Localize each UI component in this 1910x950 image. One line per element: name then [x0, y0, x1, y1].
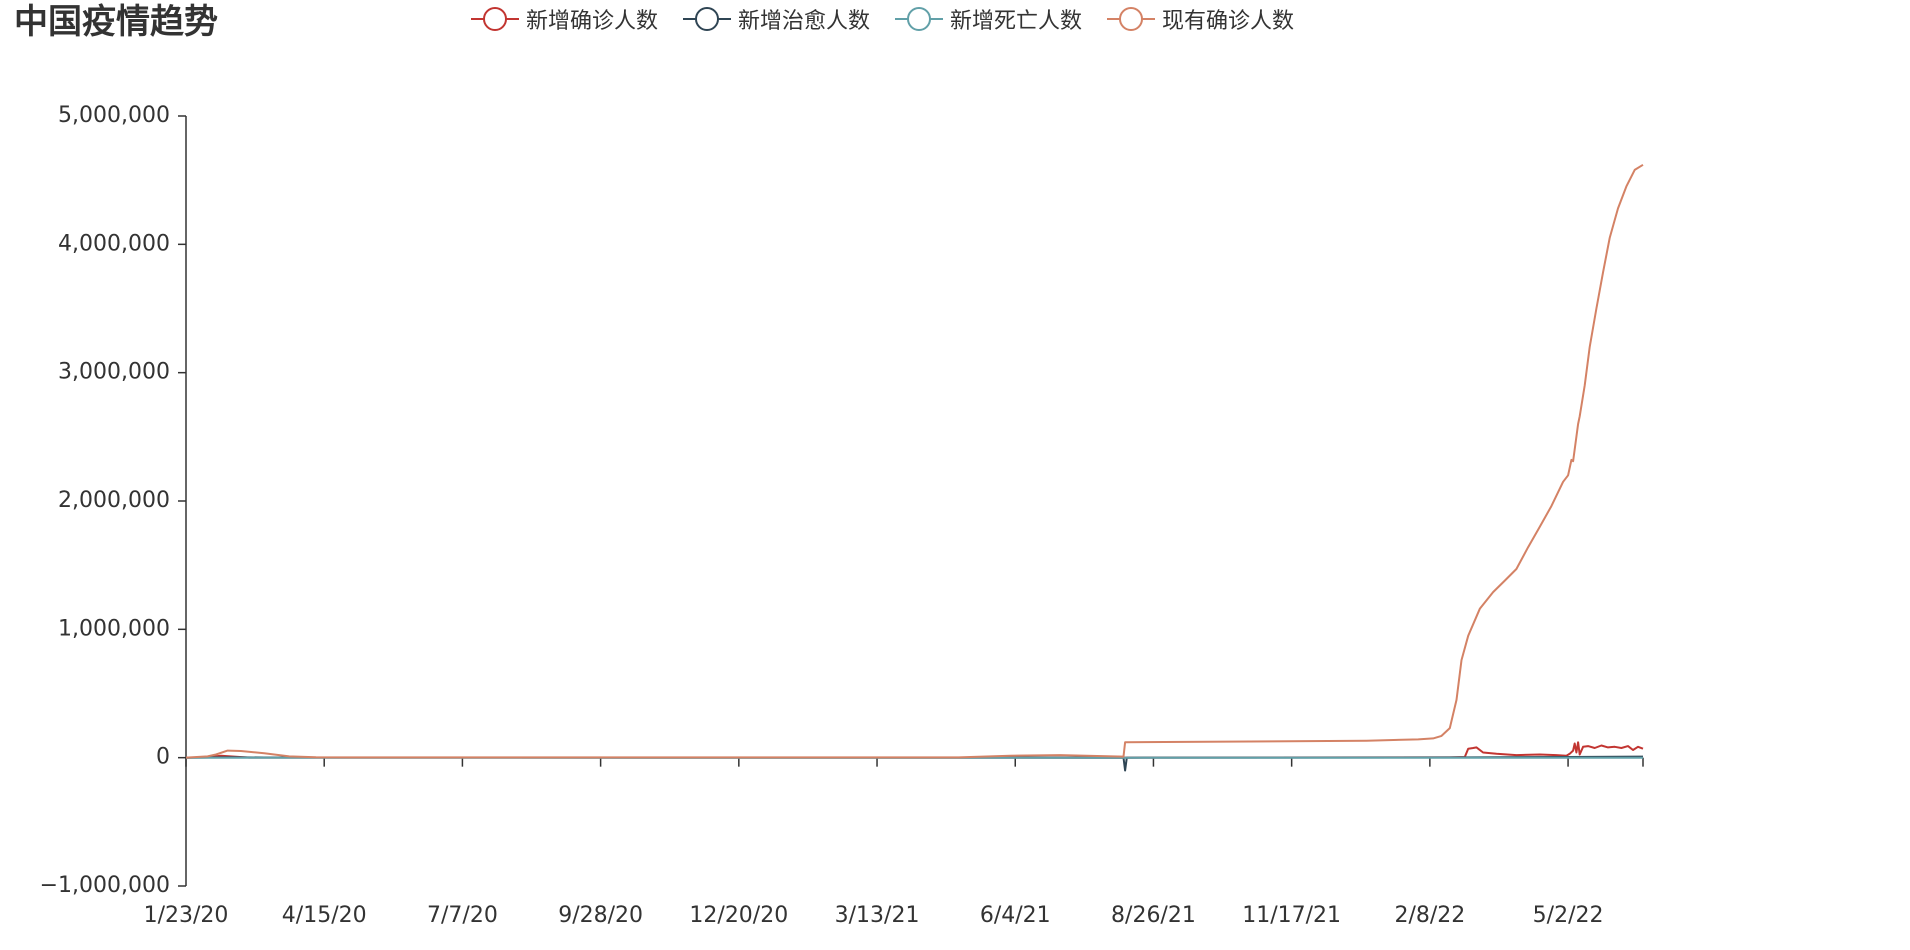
legend-item-2[interactable]: 新增死亡人数 [894, 3, 1082, 35]
x-tick-label: 9/28/20 [558, 903, 643, 928]
legend-marker-icon [895, 7, 944, 31]
x-tick-label: 4/15/20 [282, 903, 367, 928]
x-tick-label: 1/23/20 [144, 903, 229, 928]
series-lines [185, 163, 1644, 772]
chart-legend: 新增确诊人数 新增治愈人数 新增死亡人数 现有确诊人数 [470, 2, 1318, 36]
x-tick-label: 5/2/22 [1533, 903, 1604, 928]
legend-marker-icon [683, 7, 732, 31]
y-tick-label: 0 [156, 745, 170, 770]
legend-marker-icon [1107, 7, 1156, 31]
x-tick-label: 3/13/21 [835, 903, 920, 928]
x-axis: 1/23/20 4/15/20 7/7/20 9/28/20 12/20/20 3/13/… [144, 756, 1644, 928]
x-tick-label: 11/17/21 [1242, 903, 1341, 928]
x-tick-label: 7/7/20 [427, 903, 498, 928]
y-tick-label: 5,000,000 [58, 103, 170, 128]
legend-label: 新增确诊人数 [526, 9, 659, 34]
x-tick-label: 2/8/22 [1394, 903, 1465, 928]
y-tick-label: 4,000,000 [58, 231, 170, 256]
series-line-3 [185, 163, 1644, 759]
chart-title: 中国疫情趋势 [14, 2, 218, 42]
y-tick-label: 1,000,000 [58, 616, 170, 641]
legend-marker-icon [471, 7, 519, 31]
y-axis: −1,000,000 0 1,000,000 2,000,000 3,000,000 4,… [40, 103, 187, 898]
x-tick-label: 12/20/20 [689, 903, 788, 928]
x-tick-label: 8/26/21 [1111, 903, 1196, 928]
y-tick-label: 3,000,000 [58, 360, 170, 385]
legend-label: 新增死亡人数 [950, 9, 1083, 34]
series-line-0 [185, 741, 1644, 759]
legend-label: 现有确诊人数 [1162, 9, 1295, 34]
y-tick-label: −1,000,000 [40, 873, 170, 898]
y-tick-label: 2,000,000 [58, 488, 170, 513]
legend-item-3[interactable]: 现有确诊人数 [1106, 3, 1294, 35]
legend-item-1[interactable]: 新增治愈人数 [682, 3, 870, 35]
x-tick-label: 6/4/21 [980, 903, 1051, 928]
legend-item-0[interactable]: 新增确诊人数 [470, 3, 658, 35]
legend-label: 新增治愈人数 [738, 9, 871, 34]
